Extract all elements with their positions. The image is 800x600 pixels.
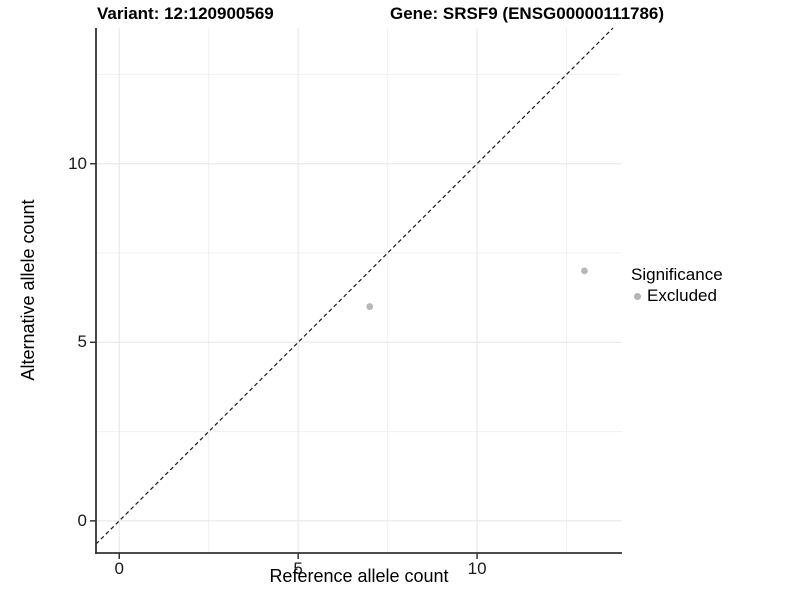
x-axis-title: Reference allele count	[269, 566, 449, 586]
y-tick-label: 0	[77, 510, 87, 530]
x-tick-label: 10	[467, 559, 487, 578]
data-point	[366, 303, 374, 310]
legend: Significance Excluded	[631, 265, 723, 306]
legend-title: Significance	[631, 265, 723, 284]
data-point	[581, 267, 588, 275]
y-tick-label: 5	[77, 332, 87, 352]
plot-title-variant: Variant: 12:120900569	[97, 4, 274, 23]
y-tick-label: 10	[68, 153, 87, 173]
legend-point-icon	[634, 292, 641, 300]
legend-item-excluded: Excluded	[631, 286, 723, 306]
x-tick-label: 0	[114, 559, 124, 578]
y-axis-title: Alternative allele count	[18, 199, 38, 381]
x-tick-label: 5	[293, 559, 303, 578]
legend-item-label: Excluded	[647, 286, 717, 305]
plot-title-gene: Gene: SRSF9 (ENSG00000111786)	[390, 4, 665, 23]
identity-line	[95, 27, 614, 545]
